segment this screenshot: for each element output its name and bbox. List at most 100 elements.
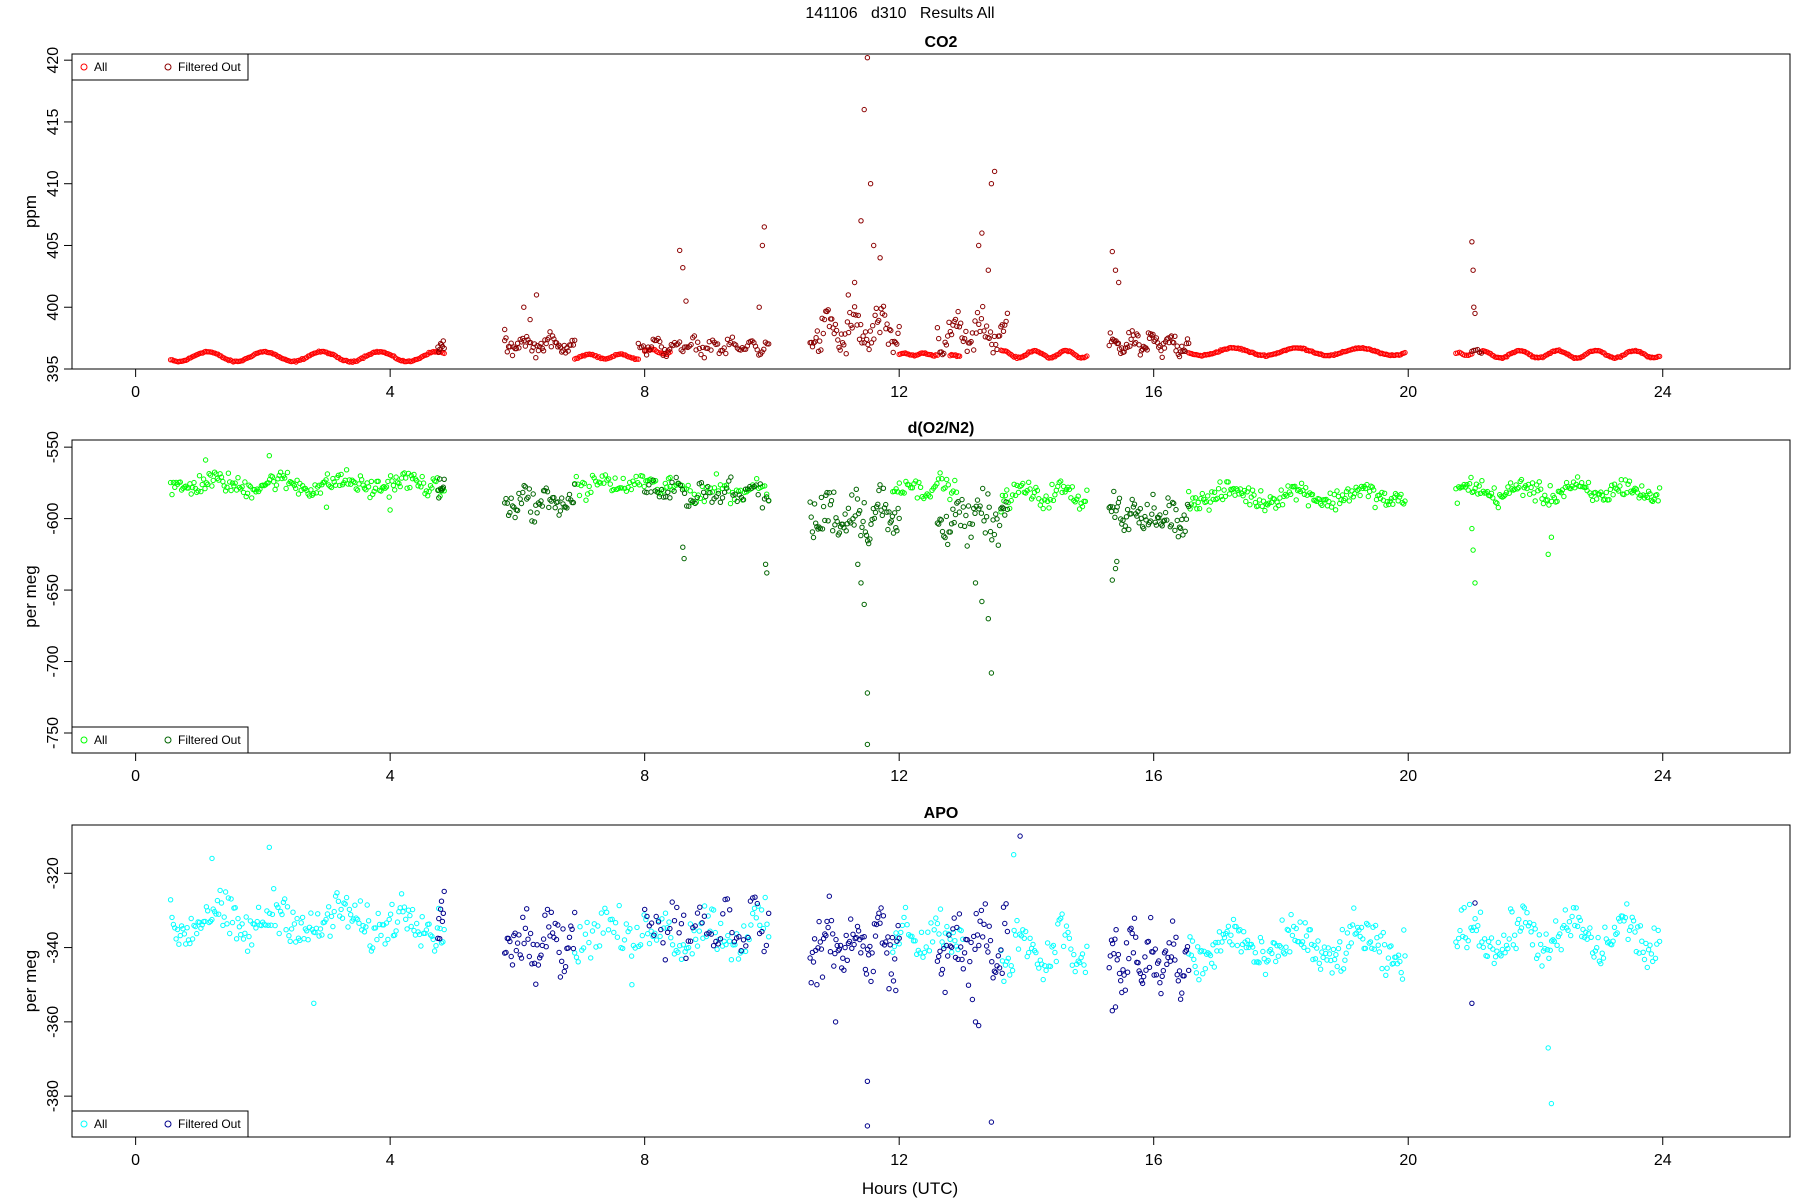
data-point	[1021, 935, 1028, 941]
x-tick-label: 24	[1654, 384, 1672, 401]
data-point	[521, 940, 527, 947]
data-point	[926, 948, 933, 954]
data-point	[244, 490, 251, 496]
data-point	[1365, 922, 1371, 928]
data-point	[858, 532, 864, 539]
data-point	[738, 948, 744, 954]
data-point	[389, 901, 395, 908]
data-point	[1003, 318, 1009, 325]
data-point	[968, 939, 974, 946]
data-point	[823, 492, 829, 498]
data-point	[1514, 486, 1521, 492]
data-point	[675, 949, 681, 955]
data-point	[1381, 942, 1388, 948]
data-point	[1020, 480, 1026, 487]
data-point	[605, 476, 612, 482]
data-point	[1569, 913, 1575, 920]
data-point	[947, 936, 953, 942]
data-point	[722, 896, 728, 903]
data-point	[1520, 492, 1526, 499]
data-point	[760, 925, 767, 932]
data-point	[651, 932, 657, 938]
data-point	[868, 521, 874, 527]
data-point	[1540, 500, 1547, 507]
data-point	[873, 921, 880, 928]
data-point	[1577, 917, 1584, 924]
data-point	[661, 925, 667, 931]
data-point	[1639, 938, 1645, 944]
data-point	[440, 910, 446, 916]
data-point	[987, 937, 994, 944]
data-point	[1056, 479, 1062, 486]
data-point	[921, 949, 928, 956]
data-point	[553, 936, 560, 943]
legend: All Filtered Out	[71, 1110, 249, 1138]
data-point	[833, 936, 839, 943]
data-point	[354, 487, 361, 493]
data-point	[987, 329, 994, 335]
data-point	[994, 516, 1000, 522]
data-point	[1516, 484, 1522, 491]
data-point	[1502, 950, 1508, 956]
data-point	[1643, 352, 1649, 359]
data-point	[978, 316, 985, 322]
data-point	[1275, 953, 1282, 959]
data-point	[885, 934, 891, 940]
y-axis-label: ppm	[21, 195, 40, 228]
data-point	[1207, 499, 1214, 505]
data-point	[837, 942, 844, 949]
data-point	[955, 308, 961, 315]
data-point	[762, 483, 768, 489]
data-point	[1342, 957, 1348, 963]
data-point	[1191, 502, 1197, 508]
data-point	[266, 844, 272, 850]
data-point	[1343, 488, 1350, 495]
data-point	[698, 480, 705, 486]
data-point	[1346, 498, 1353, 504]
data-point	[968, 534, 974, 540]
data-point	[435, 487, 441, 493]
data-point	[605, 927, 612, 933]
data-point	[616, 902, 622, 909]
data-point	[1191, 956, 1197, 963]
data-point	[980, 303, 986, 310]
data-point	[817, 338, 823, 344]
data-point	[961, 523, 968, 529]
data-point	[1553, 918, 1559, 924]
data-point	[372, 485, 379, 491]
data-point	[660, 352, 666, 358]
data-point	[1478, 350, 1485, 356]
data-point	[885, 341, 892, 347]
data-point	[680, 942, 686, 948]
data-point	[1282, 951, 1288, 957]
data-point	[249, 495, 255, 501]
data-point	[861, 500, 867, 506]
data-point	[1583, 484, 1589, 490]
data-point	[1161, 345, 1168, 351]
data-point	[1214, 948, 1220, 954]
data-point	[1174, 343, 1180, 349]
data-point	[696, 928, 702, 934]
data-point	[1174, 972, 1180, 978]
x-tick-label: 4	[386, 1152, 395, 1169]
data-point	[430, 936, 436, 943]
series-all	[167, 344, 1663, 365]
data-point	[1557, 931, 1563, 937]
data-point	[653, 937, 660, 943]
data-point	[383, 484, 390, 490]
data-point	[1007, 972, 1013, 978]
data-point	[310, 490, 317, 497]
data-point	[1501, 932, 1507, 938]
data-point	[1149, 332, 1155, 339]
data-point	[207, 472, 214, 478]
data-point	[1344, 930, 1351, 936]
legend-marker	[80, 1120, 88, 1128]
data-point	[572, 909, 578, 916]
data-point	[936, 931, 942, 937]
data-point	[742, 486, 749, 492]
data-point	[763, 942, 770, 949]
data-point	[1084, 353, 1090, 359]
data-point	[732, 942, 738, 948]
data-point	[1225, 923, 1232, 929]
data-point	[947, 496, 953, 503]
